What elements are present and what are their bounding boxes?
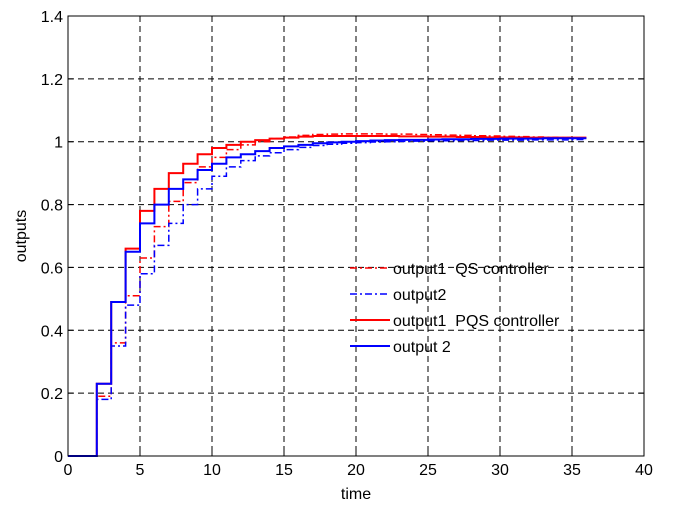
legend-label-1: output1 QS controller: [393, 261, 549, 278]
y-tick-label: 0.6: [41, 260, 63, 277]
x-tick-label: 30: [491, 462, 509, 479]
y-tick-label: 0.2: [41, 386, 63, 403]
x-tick-label: 40: [635, 462, 653, 479]
y-tick-label: 1: [54, 135, 63, 152]
y-tick-label: 0: [54, 449, 63, 466]
x-tick-label: 35: [563, 462, 581, 479]
legend-label-2: output2: [393, 287, 446, 304]
y-tick-label: 1.2: [41, 72, 63, 89]
legend: output1 QS controller output2 output1 PQS …: [350, 261, 560, 356]
x-tick-label: 20: [347, 462, 365, 479]
series-layer: [68, 133, 587, 457]
x-tick-label: 25: [419, 462, 437, 479]
series-line-4: [68, 137, 587, 457]
x-tick-label: 15: [275, 462, 293, 479]
legend-label-3: output1 PQS controller: [393, 313, 560, 330]
series-line-3: [68, 135, 587, 457]
x-tick-label: 10: [203, 462, 221, 479]
y-axis-label: outputs: [13, 210, 30, 262]
series-line-2: [68, 138, 587, 457]
y-tick-label: 0.4: [41, 323, 63, 340]
y-tick-label: 0.8: [41, 198, 63, 215]
legend-label-4: output 2: [393, 339, 451, 356]
x-tick-label: 0: [64, 462, 73, 479]
x-tick-label: 5: [136, 462, 145, 479]
y-tick-label: 1.4: [41, 9, 63, 26]
ticks: 0 5 10 15 20 25 30 35 40 0 0.2 0.4 0.6 0.8 1 1.2 1.4: [41, 9, 653, 479]
x-axis-label: time: [341, 486, 371, 503]
